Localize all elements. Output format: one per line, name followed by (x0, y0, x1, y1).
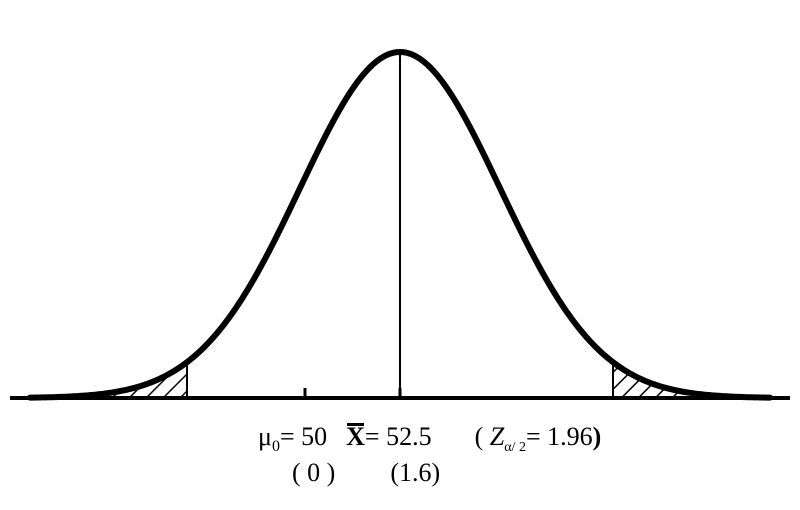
mu0-label: μ0 = 50 (258, 422, 327, 456)
rejection-region-left (20, 0, 197, 403)
z-critical-label: ( Zα/ 2 = 1.96) (475, 422, 602, 456)
xbar-label: X = 52.5 (346, 422, 431, 452)
mu0-z-value: ( 0 ) (292, 458, 335, 488)
xbar-z-value: (1.6) (390, 458, 440, 488)
axis-labels: μ0 = 50 X = 52.5 ( Zα/ 2 = 1.96) ( 0 ) (… (0, 422, 800, 488)
rejection-region-right (608, 0, 785, 403)
